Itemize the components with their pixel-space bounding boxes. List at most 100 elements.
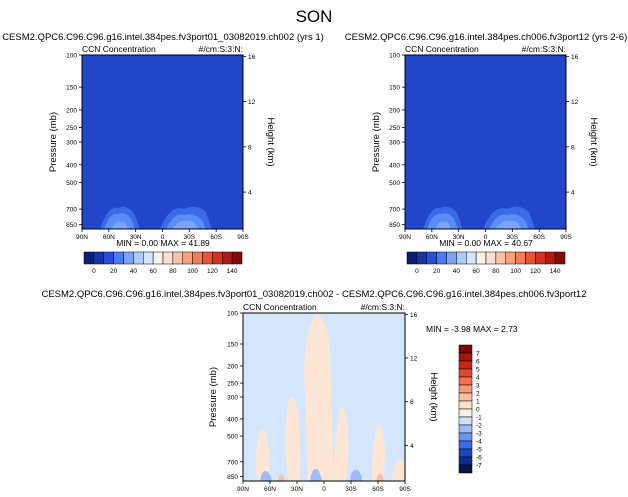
panel-2-field <box>405 55 566 229</box>
panel-1-y2-tick-label: 12 <box>248 99 256 106</box>
panel-3-x-tick-label: 60S <box>372 486 384 493</box>
panel-2-colorbar-cell <box>495 251 506 265</box>
panel-3-colorbar-cell <box>458 464 473 474</box>
panel-top-right: CESM2.QPC6.C96.C96.g16.intel.384pes.ch00… <box>345 32 628 275</box>
panel-3-colorbar-cell <box>458 344 473 354</box>
panel-3-colorbar-cell <box>458 432 473 442</box>
panel-1-colorbar-cell <box>222 251 233 265</box>
panel-1-colorbar-label: 20 <box>110 268 118 275</box>
panel-1-colorbar-cell <box>143 251 154 265</box>
panel-1-colorbar-cell <box>162 251 174 265</box>
panel-1-colorbar-cell <box>231 251 243 265</box>
panel-3-colorbar-cell <box>458 360 473 370</box>
panel-2-x-tick-label: 60S <box>533 234 545 241</box>
panel-1-x-tick-label: 0 <box>161 234 165 241</box>
panel-1-colorbar-cell <box>192 251 203 265</box>
panel-1-x-tick-label: 30S <box>184 234 196 241</box>
panel-1-y-tick-label: 200 <box>66 107 77 114</box>
panel-1-colorbar-cell <box>123 251 134 265</box>
panel-1-x-tick-label: 90S <box>237 234 249 241</box>
panel-2-colorbar-label: 100 <box>510 268 521 275</box>
panel-3-colorbar-cell <box>458 448 473 458</box>
panel-2-x-tick-label: 30N <box>453 234 465 241</box>
panel-1-y-tick-label: 500 <box>66 180 77 187</box>
panel-1-colorbar-cell <box>93 251 104 265</box>
panel-2-units-label: #/cm:S:3:N: <box>522 44 566 54</box>
panel-3-colorbar-cell <box>458 456 473 466</box>
panel-1-units-label: #/cm:S:3:N: <box>199 44 243 54</box>
panel-1-y-tick-label: 250 <box>66 125 77 132</box>
panel-2-case-title: CESM2.QPC6.C96.C96.g16.intel.384pes.ch00… <box>345 32 628 43</box>
panel-3-y-tick-label: 400 <box>227 416 238 423</box>
panel-2-y-tick-label: 400 <box>389 162 400 169</box>
panel-3-y-axis-label: Pressure (mb) <box>208 367 219 427</box>
panel-3-y-tick-label: 850 <box>227 474 238 481</box>
panel-2-y2-tick-label: 4 <box>571 190 575 197</box>
panel-1-y-tick-label: 300 <box>66 140 77 147</box>
panel-2-x-tick-label: 90N <box>399 234 411 241</box>
panel-3-x-tick-label: 90S <box>399 486 411 493</box>
panel-3-colorbar-label: 7 <box>476 350 480 357</box>
panel-3-colorbar-cell <box>458 384 473 394</box>
panel-2-x-tick-label: 90S <box>560 234 572 241</box>
panel-1-case-title: CESM2.QPC6.C96.C96.g16.intel.384pes.fv3p… <box>2 32 324 43</box>
panel-3-colorbar-label: 3 <box>476 382 480 389</box>
panel-1-colorbar-cell <box>172 251 183 265</box>
panel-3-y-tick-label: 500 <box>227 434 238 441</box>
panel-2-colorbar-label: 20 <box>433 268 441 275</box>
panel-1-min-max: MIN = 0.00 MAX = 41.89 <box>116 238 210 248</box>
panel-2-colorbar-cell <box>535 251 546 265</box>
panel-3-y-tick-label: 100 <box>227 311 238 318</box>
panel-difference: CESM2.QPC6.C96.C96.g16.intel.384pes.fv3p… <box>41 289 586 493</box>
panel-1-colorbar-label: 0 <box>92 268 96 275</box>
panel-2-colorbar-label: 60 <box>473 268 481 275</box>
panel-3-colorbar-cell <box>458 376 473 386</box>
panel-3-field-label: CCN Concentration <box>243 302 317 312</box>
panel-1-colorbar-cell <box>182 251 193 265</box>
panel-2-colorbar-cell <box>466 251 477 265</box>
panel-2-y-tick-label: 850 <box>389 222 400 229</box>
panel-2-y-tick-label: 250 <box>389 125 400 132</box>
panel-3-colorbar-label: 6 <box>476 358 480 365</box>
panel-3-x-tick-label: 30N <box>291 486 303 493</box>
panel-2-y-tick-label: 300 <box>389 140 400 147</box>
panel-2-colorbar-cell <box>456 251 467 265</box>
panel-2-y2-axis-label: Height (km) <box>588 117 599 166</box>
panel-3-colorbar-label: 4 <box>476 374 480 381</box>
panel-2-y-axis-label: Pressure (mb) <box>371 112 382 172</box>
panel-2-colorbar-cell <box>515 251 526 265</box>
panel-2-colorbar-cell <box>505 251 516 265</box>
panel-2-y-tick-label: 150 <box>389 85 400 92</box>
panel-2-colorbar-cell <box>554 251 566 265</box>
panel-1-colorbar-cell <box>103 251 114 265</box>
panel-2-y2-tick-label: 16 <box>571 54 579 61</box>
panel-3-colorbar-cell <box>458 368 473 378</box>
panel-2-x-tick-label: 30S <box>507 234 519 241</box>
panel-2-colorbar-label: 40 <box>453 268 461 275</box>
panel-1-y2-axis-label: Height (km) <box>265 117 276 166</box>
panel-1-y-tick-label: 100 <box>66 53 77 60</box>
panel-3-colorbar-cell <box>458 408 473 418</box>
panel-3-case-title: CESM2.QPC6.C96.C96.g16.intel.384pes.fv3p… <box>41 289 586 300</box>
panel-3-contours <box>256 314 405 481</box>
panel-2-colorbar-cell <box>436 251 447 265</box>
panel-3-colorbar-label: -6 <box>476 454 482 461</box>
panel-1-y-axis-label: Pressure (mb) <box>48 112 59 172</box>
panel-1-colorbar-cell <box>152 251 164 265</box>
panel-2-colorbar-cell <box>426 251 437 265</box>
panel-1-x-tick-label: 90N <box>76 234 88 241</box>
panel-3-colorbar-label: -2 <box>476 422 482 429</box>
panel-1-colorbar-label: 60 <box>150 268 158 275</box>
panel-3-colorbar-cell <box>458 400 473 410</box>
panel-3-x-tick-label: 0 <box>322 486 326 493</box>
panel-1-colorbar-cell <box>113 251 124 265</box>
panel-3-colorbar-cell <box>458 440 473 450</box>
panel-3-colorbar-cell <box>458 416 473 426</box>
panel-1-x-tick-label: 60N <box>103 234 115 241</box>
panel-2-colorbar-cell <box>416 251 427 265</box>
panel-3-colorbar-label: 2 <box>476 390 480 397</box>
panel-3-units-label: #/cm:S:3:N: <box>361 302 405 312</box>
panel-3-x-tick-label: 90N <box>237 486 249 493</box>
panel-1-colorbar-cell <box>212 251 223 265</box>
